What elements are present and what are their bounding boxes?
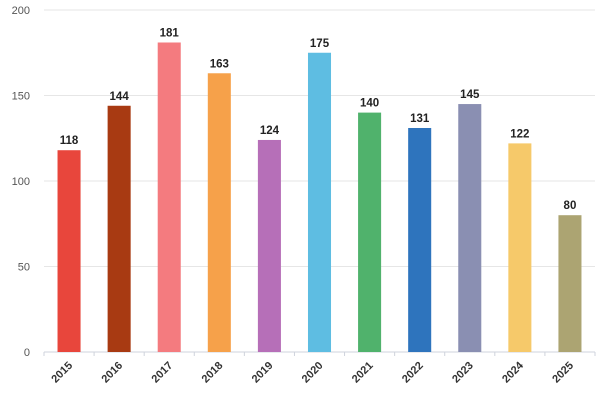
y-tick-label: 150 [12,91,30,103]
bar-2016 [107,105,131,352]
data-label: 163 [210,58,229,70]
y-tick-label: 200 [12,5,30,17]
x-tick-label: 2020 [300,360,326,386]
data-label: 80 [564,200,577,212]
data-label: 145 [460,89,480,101]
x-tick-label: 2019 [250,360,276,386]
x-tick-label: 2015 [49,360,75,386]
data-label: 131 [410,113,430,125]
bar-2021 [358,112,382,352]
y-tick-label: 0 [24,347,30,359]
data-label: 124 [260,125,280,137]
x-tick-label: 2024 [500,359,526,385]
y-tick-label: 100 [12,176,30,188]
axes: 0 50 100 150 200 2015 2016 2017 2018 2019 2020 2021… [12,5,596,386]
x-tick-label: 2016 [99,360,125,386]
x-tick-label: 2023 [450,360,476,386]
data-label: 175 [310,38,330,50]
data-label: 140 [360,98,379,110]
bar-2024 [508,143,532,352]
bar-2017 [157,42,181,353]
data-label: 144 [110,91,130,103]
data-label: 118 [60,135,79,147]
data-label: 181 [160,27,180,39]
x-tick-label: 2018 [200,360,226,386]
bars [57,42,582,353]
bar-2023 [458,104,482,352]
x-tick-label: 2017 [150,360,176,386]
data-labels: 118 144 181 163 124 175 140 131 145 122 80 [60,27,577,212]
x-tick-label: 2021 [350,360,376,386]
bar-2020 [307,52,332,352]
bar-2018 [207,73,231,353]
y-tick-label: 50 [18,262,30,274]
x-tick-label: 2022 [400,360,426,386]
bar-2022 [408,127,432,353]
bar-2025 [558,215,582,352]
x-tick-label: 2025 [550,360,576,386]
data-label: 122 [510,128,529,140]
bar-2015 [57,150,81,352]
bar-2019 [257,139,281,352]
